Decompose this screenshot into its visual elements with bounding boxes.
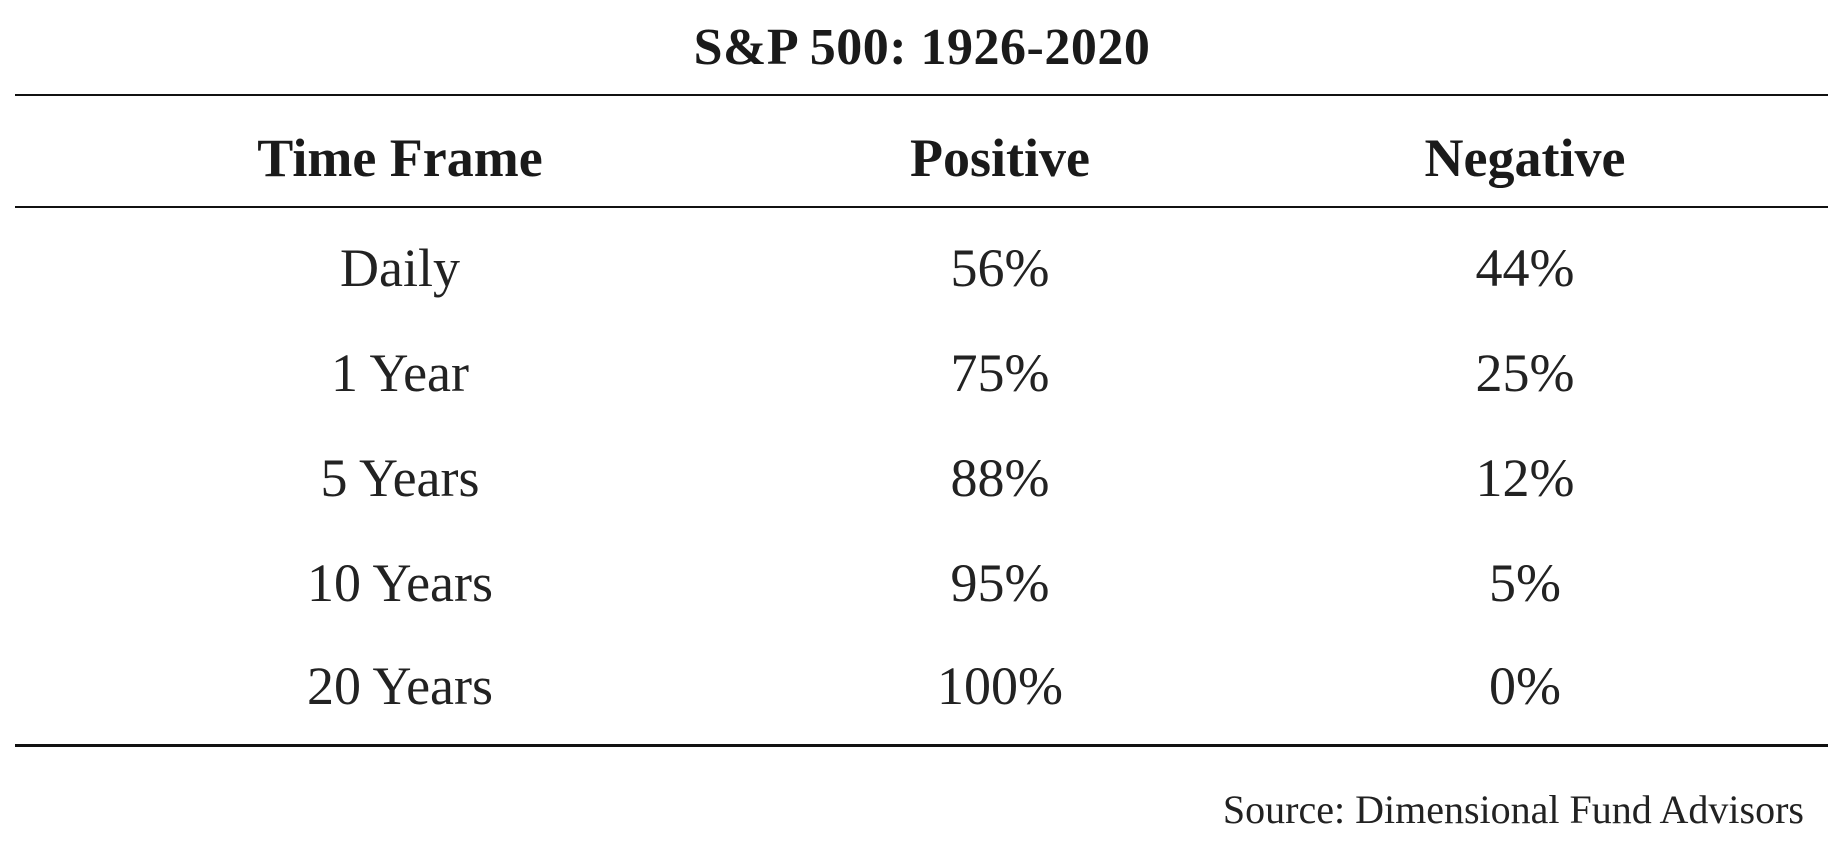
header-positive: Positive [910, 128, 1090, 188]
time-frame-cell: 20 Years [306, 656, 494, 716]
negative-cell: 12% [1475, 448, 1575, 508]
positive-cell: 88% [950, 448, 1050, 508]
table-header-row: Time Frame Positive Negative [15, 108, 1828, 208]
time-frame-cell: 1 Year [330, 343, 469, 403]
negative-cell: 25% [1475, 343, 1575, 403]
table-row: Daily 56% 44% [15, 218, 1828, 318]
positive-cell: 75% [950, 343, 1050, 403]
table-row: 20 Years 100% 0% [15, 636, 1828, 736]
header-negative: Negative [1424, 128, 1626, 188]
table-row: 10 Years 95% 5% [15, 533, 1828, 633]
positive-cell: 95% [950, 553, 1050, 613]
time-frame-cell: Daily [340, 238, 460, 298]
source-note: Source: Dimensional Fund Advisors [1222, 787, 1804, 832]
negative-cell: 5% [1489, 553, 1561, 613]
negative-cell: 0% [1489, 656, 1561, 716]
top-rule [15, 94, 1828, 96]
negative-cell: 44% [1475, 238, 1575, 298]
table-title: S&P 500: 1926-2020 [693, 19, 1151, 76]
positive-cell: 100% [937, 656, 1063, 716]
table-row: 5 Years 88% 12% [15, 428, 1828, 528]
time-frame-cell: 10 Years [306, 553, 494, 613]
header-rule [15, 206, 1828, 208]
table-row: 1 Year 75% 25% [15, 323, 1828, 423]
positive-cell: 56% [950, 238, 1050, 298]
time-frame-cell: 5 Years [320, 448, 480, 508]
header-time-frame: Time Frame [257, 128, 543, 188]
bottom-rule [15, 744, 1828, 747]
